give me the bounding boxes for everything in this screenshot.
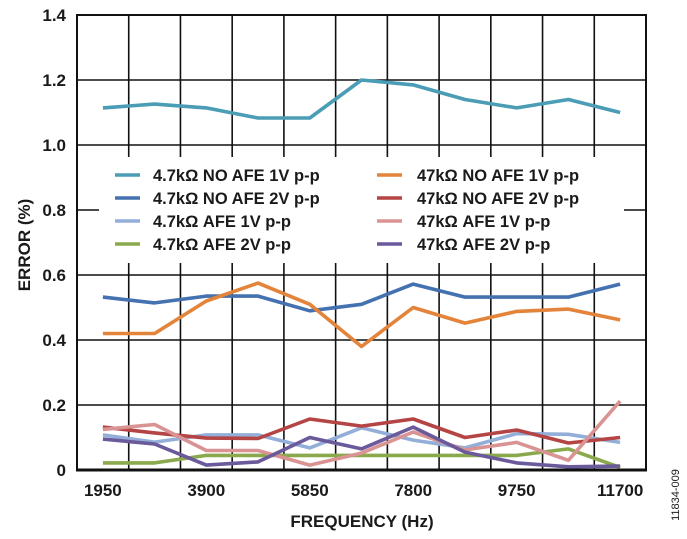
- plot-frame: [76, 14, 647, 472]
- y-axis-ticks: 0 0.2 0.4 0.6 0.8 1.0 1.2 1.4: [42, 6, 66, 480]
- y-tick-label: 1.4: [42, 6, 66, 25]
- y-axis-title: ERROR (%): [15, 199, 34, 292]
- x-tick-label: 11700: [597, 481, 643, 500]
- legend-label-2: 4.7kΩ NO AFE 2V p-p: [153, 190, 320, 208]
- legend: 4.7kΩ NO AFE 1V p-p 4.7kΩ NO AFE 2V p-p 4.…: [99, 157, 624, 263]
- legend-label-6: 47kΩ NO AFE 2V p-p: [417, 190, 579, 208]
- y-tick-label: 0.4: [42, 331, 66, 350]
- y-tick-label: 1.0: [42, 136, 66, 155]
- x-tick-label: 1950: [84, 481, 122, 500]
- series-line-7: [102, 399, 622, 467]
- x-tick-label: 3900: [187, 481, 225, 500]
- legend-background: [99, 157, 624, 263]
- legend-label-7: 47kΩ AFE 1V p-p: [417, 213, 550, 231]
- figure-id: 11834-009: [670, 469, 682, 521]
- y-tick-label: 1.2: [42, 71, 66, 90]
- x-tick-label: 9750: [498, 481, 536, 500]
- series-line-2: [102, 282, 621, 313]
- x-tick-label: 5850: [291, 481, 329, 500]
- y-tick-label: 0: [57, 461, 66, 480]
- x-tick-label: 7800: [394, 481, 432, 500]
- legend-label-4: 4.7kΩ AFE 2V p-p: [153, 236, 291, 254]
- legend-label-8: 47kΩ AFE 2V p-p: [417, 236, 550, 254]
- series-line-5: [102, 281, 621, 349]
- legend-label-5: 47kΩ NO AFE 1V p-p: [417, 167, 579, 185]
- x-axis-title: FREQUENCY (Hz): [290, 512, 433, 531]
- series-lines: [102, 78, 622, 470]
- y-tick-label: 0.8: [42, 201, 66, 220]
- x-axis-ticks: 1950 3900 5850 7800 9750 11700: [84, 481, 643, 500]
- legend-label-1: 4.7kΩ NO AFE 1V p-p: [153, 167, 320, 185]
- legend-label-3: 4.7kΩ AFE 1V p-p: [153, 213, 291, 231]
- series-line-8: [102, 425, 621, 469]
- series-line-1: [102, 78, 621, 120]
- y-tick-label: 0.6: [42, 266, 66, 285]
- series-line-6: [102, 417, 621, 445]
- y-tick-label: 0.2: [42, 396, 66, 415]
